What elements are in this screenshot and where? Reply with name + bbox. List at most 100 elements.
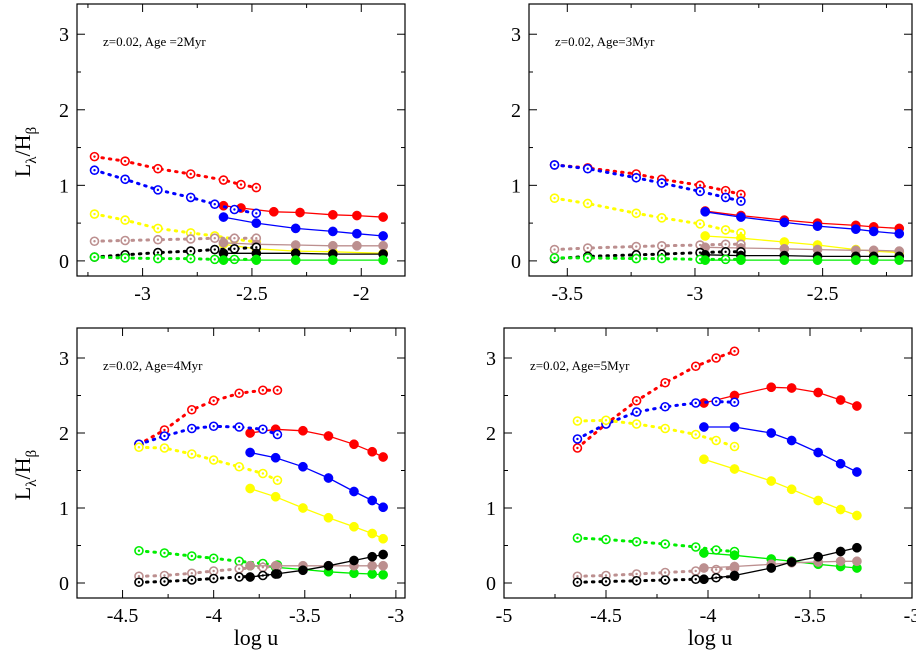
series-black-open	[134, 569, 283, 588]
data-point-filled	[835, 458, 846, 469]
data-point-center	[724, 250, 727, 254]
data-point-center	[189, 172, 192, 176]
panel-4: -5 -4.5 -4 -3.5 -3 0 1 2 3 z=0.02, Age=5Myr	[486, 327, 916, 627]
ylabel-sub-lambda: λ	[24, 479, 40, 487]
data-point-filled	[352, 228, 362, 239]
data-point-filled	[268, 206, 279, 217]
data-point-center	[261, 389, 265, 392]
data-point-center	[714, 400, 718, 403]
data-point-filled	[812, 221, 823, 231]
series-line	[93, 155, 258, 190]
data-point-filled	[349, 555, 359, 566]
ylabel-slash-h: /H	[10, 457, 35, 479]
data-point-center	[576, 437, 579, 441]
y-tick-label: 3	[486, 348, 496, 370]
data-point-center	[635, 572, 638, 576]
data-point-center	[213, 203, 216, 206]
x-tick-label: -3	[904, 605, 916, 627]
data-point-center	[212, 425, 215, 428]
data-point-filled	[378, 569, 388, 580]
data-point-filled	[813, 495, 824, 506]
ylabel-slash-h: /H	[10, 134, 35, 156]
data-point-center	[663, 381, 667, 384]
x-tick-label: -3	[388, 605, 405, 627]
data-point-filled	[812, 255, 823, 265]
panel-title: z=0.02, Age=5Myr	[530, 358, 630, 373]
data-point-center	[660, 216, 663, 220]
data-point-filled	[729, 550, 740, 561]
data-point-center	[189, 249, 192, 253]
data-point-center	[635, 212, 638, 215]
data-point-center	[586, 167, 589, 170]
data-point-center	[163, 551, 166, 555]
series-black-filled	[218, 248, 388, 259]
data-point-filled	[852, 542, 862, 553]
data-point-center	[212, 458, 215, 462]
data-point-center	[137, 581, 141, 584]
data-point-center	[163, 574, 166, 577]
data-point-filled	[245, 572, 255, 582]
x-axis-title-right: log u	[688, 625, 733, 650]
data-point-filled	[894, 255, 905, 265]
y-axis-title-bottom: Lλ/Hβ	[10, 450, 40, 500]
y-axis-title: Lλ/Hβ	[10, 127, 40, 177]
data-point-filled	[699, 454, 709, 465]
data-point-center	[739, 200, 743, 203]
data-point-center	[694, 433, 697, 436]
x-tick-label: -3.5	[794, 605, 826, 627]
data-point-filled	[736, 212, 746, 222]
data-point-center	[261, 428, 265, 431]
data-point-filled	[852, 401, 862, 411]
x-tick-label: -4	[700, 605, 717, 627]
data-point-filled	[729, 570, 740, 581]
data-point-center	[635, 540, 638, 543]
series-line	[575, 566, 736, 578]
series-line	[249, 451, 384, 508]
data-point-center	[189, 257, 192, 260]
ylabel-sub-beta: β	[24, 127, 40, 135]
x-tick-label: -4.5	[590, 605, 622, 627]
data-point-center	[190, 572, 193, 575]
data-point-center	[123, 256, 127, 260]
y-axis-title-top: Lλ/Hβ	[10, 127, 40, 177]
data-point-center	[724, 189, 727, 192]
data-point-filled	[327, 255, 338, 265]
data-point-center	[586, 202, 589, 205]
data-point-filled	[779, 255, 790, 265]
data-point-filled	[245, 560, 255, 571]
data-point-center	[93, 212, 96, 216]
data-point-center	[156, 238, 160, 241]
data-point-filled	[327, 209, 338, 220]
x-tick-label: -3	[134, 283, 151, 305]
data-point-filled	[700, 231, 711, 241]
y-tick-label: 1	[486, 498, 496, 520]
series-line	[575, 536, 736, 553]
data-point-filled	[378, 231, 388, 241]
y-tick-label: 2	[59, 423, 69, 445]
data-point-filled	[766, 563, 777, 573]
data-point-filled	[367, 495, 378, 506]
data-point-center	[733, 350, 736, 353]
y-tick-label: 2	[59, 100, 69, 122]
data-point-center	[93, 240, 96, 243]
data-point-center	[212, 577, 215, 580]
data-point-filled	[378, 255, 388, 265]
data-point-filled	[813, 447, 824, 458]
data-point-center	[276, 479, 279, 482]
data-point-center	[239, 183, 243, 186]
data-point-center	[276, 433, 279, 436]
data-point-center	[156, 227, 160, 230]
series-green-open	[134, 545, 283, 570]
x-axis-title-left: log u	[234, 625, 279, 650]
data-point-filled	[270, 569, 281, 579]
data-point-center	[222, 178, 225, 182]
series-line	[703, 386, 858, 407]
data-point-filled	[367, 446, 378, 457]
series-line	[575, 574, 736, 584]
series-blue-filled	[699, 422, 862, 477]
data-point-center	[604, 574, 608, 577]
data-point-center	[733, 445, 736, 448]
series-line	[553, 256, 743, 261]
data-point-filled	[349, 439, 359, 450]
data-point-filled	[835, 504, 846, 515]
